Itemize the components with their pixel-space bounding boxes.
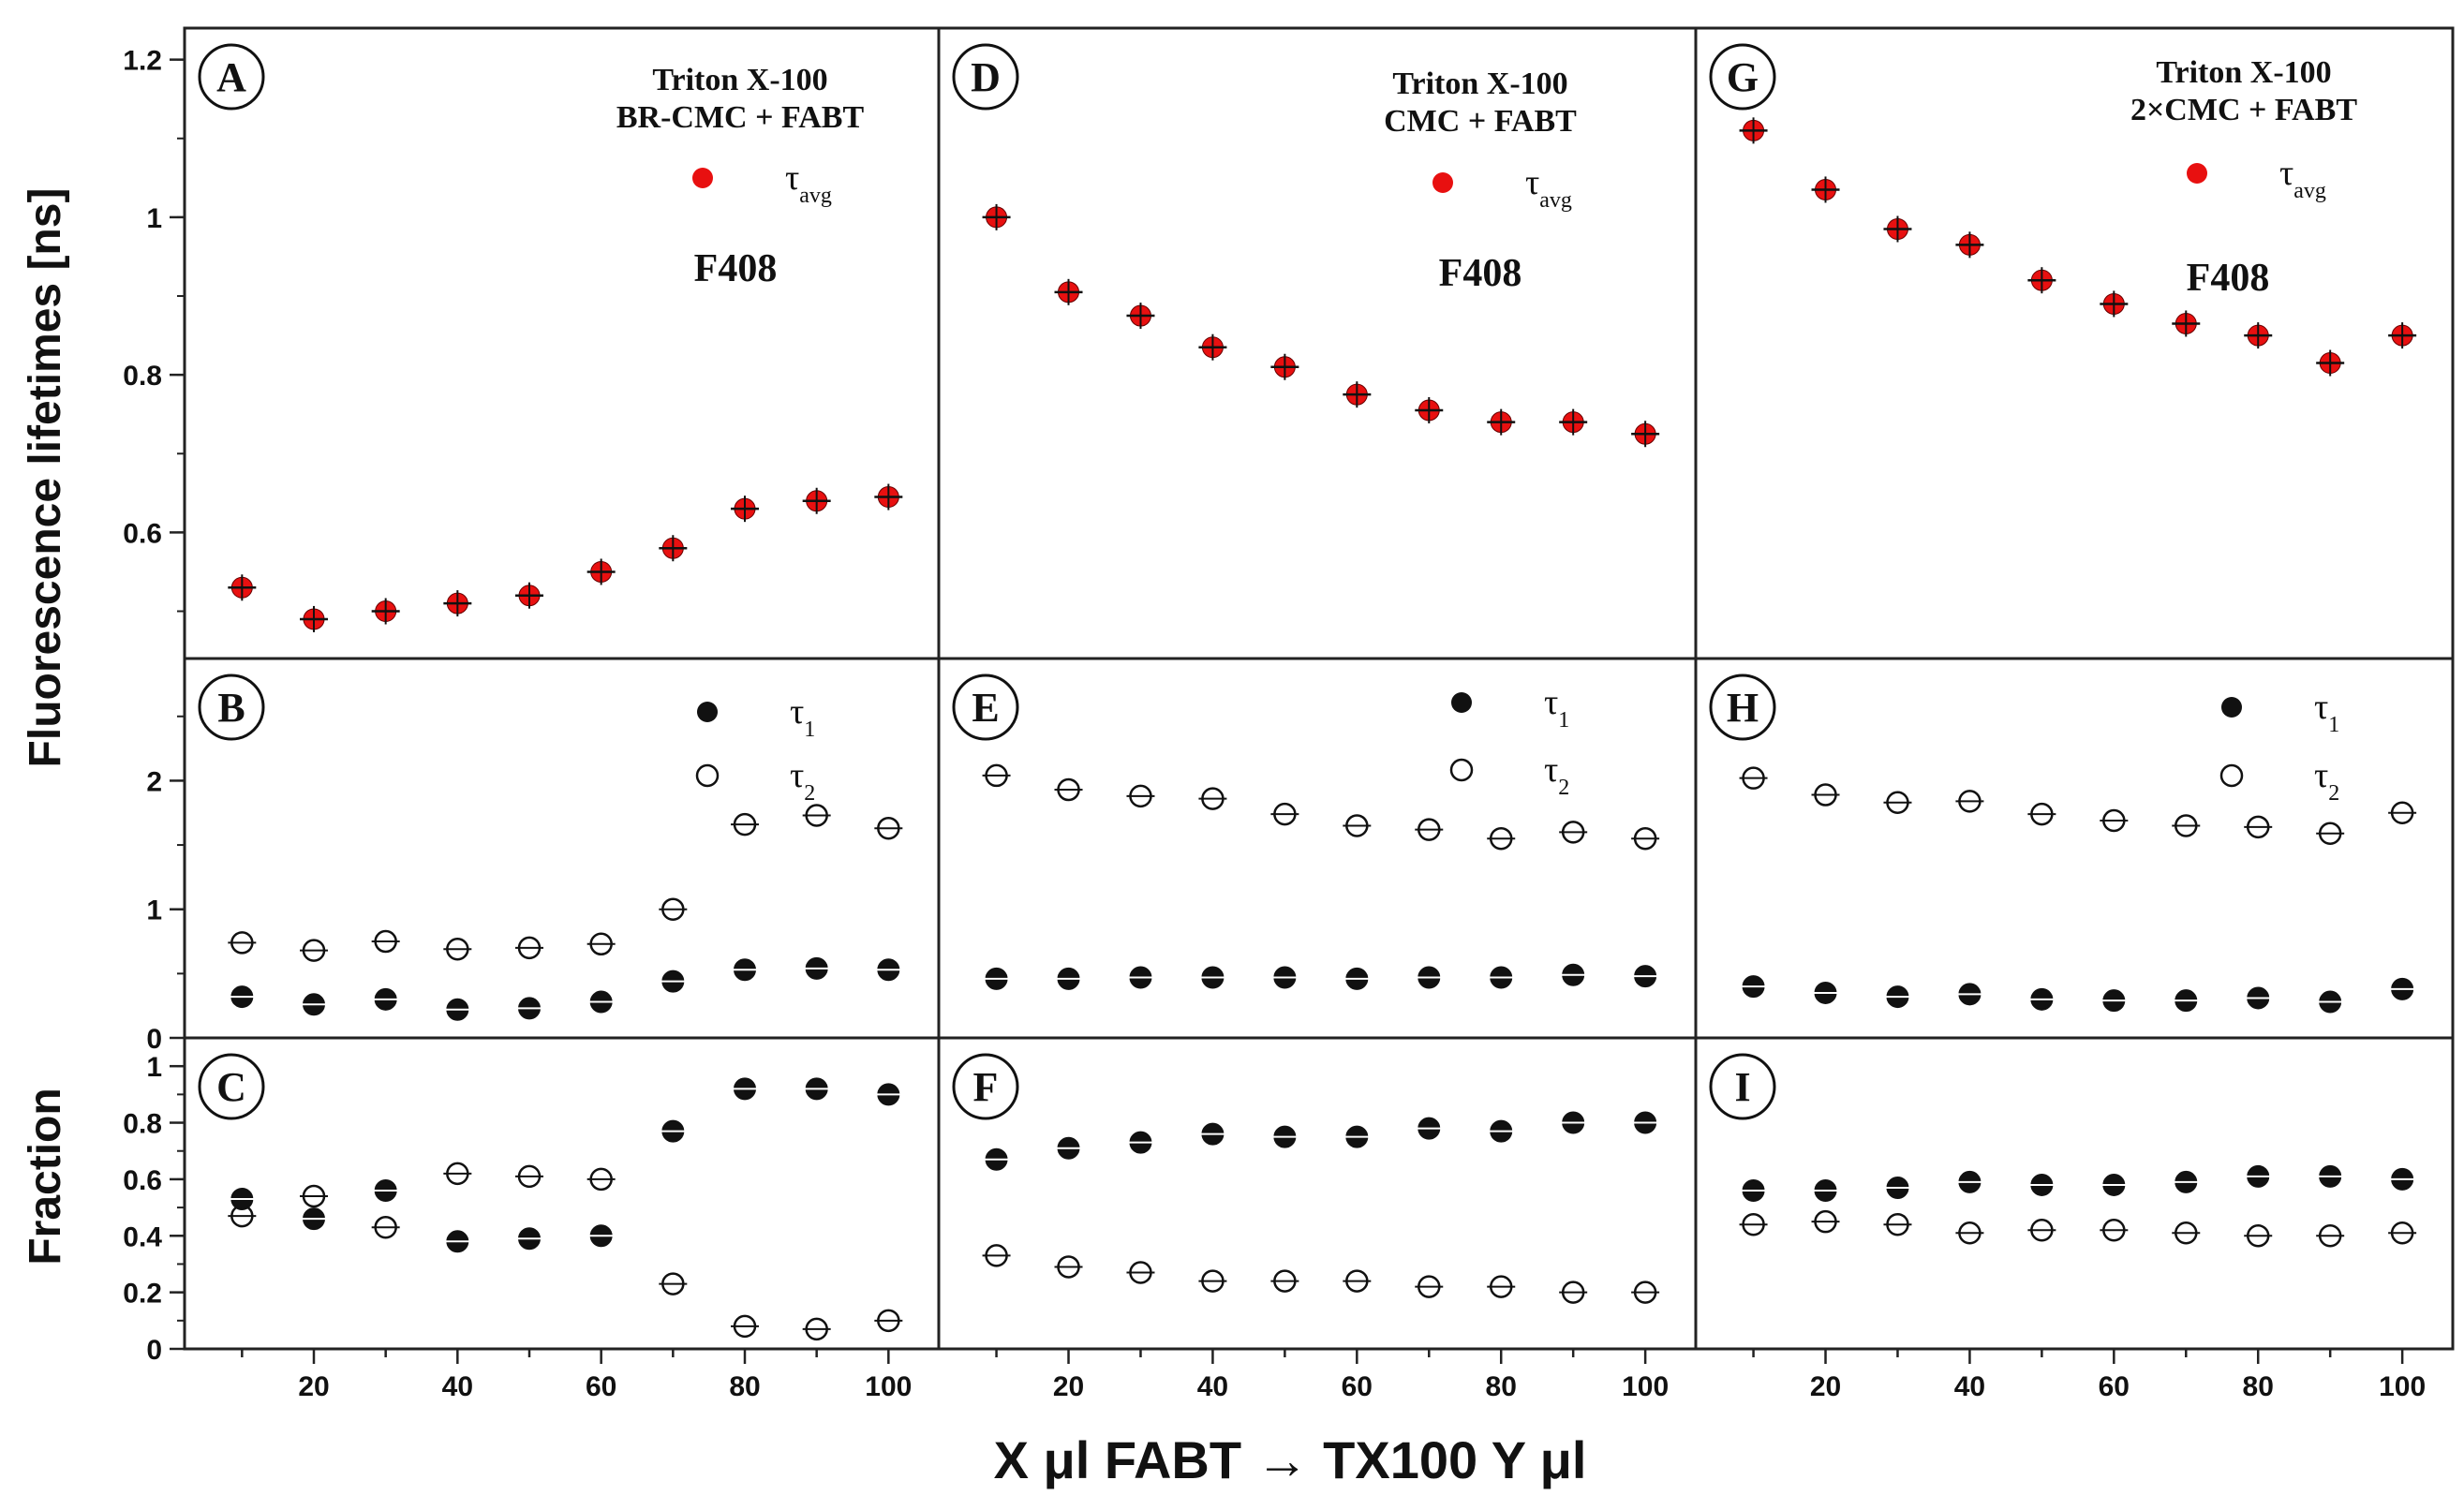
legend-tau-avg-sub: avg [799, 184, 832, 208]
x-tick-label: 20 [1053, 1371, 1084, 1402]
panel-frame [937, 26, 1698, 660]
x-tick-label: 40 [1954, 1371, 1985, 1402]
panel-letter-H: H [1727, 685, 1759, 731]
y-tick-label: 1 [146, 896, 162, 926]
legend-tau2-marker [1449, 758, 1474, 782]
legend-tau2-sub: 2 [2328, 781, 2339, 806]
f408-label: F408 [694, 247, 778, 290]
panel-letter-circle [952, 43, 1019, 111]
panel-letter-I: I [1734, 1064, 1750, 1110]
x-tick-label: 40 [1197, 1371, 1228, 1402]
legend-tau1-sub: 1 [1558, 708, 1569, 733]
legend-tau1-sub: 1 [2328, 713, 2339, 737]
condition-label: BR-CMC + FABT [616, 100, 865, 135]
condition-label: Triton X-100 [652, 63, 827, 97]
y-tick-label: 0.2 [123, 1279, 162, 1310]
legend-tau-avg-sub: avg [2293, 179, 2326, 203]
panel-letter-circle [1709, 43, 1776, 111]
panel-letter-circle [198, 43, 265, 111]
legend-tau-avg-label: τavg [2279, 154, 2326, 203]
legend-tau2-sub: 2 [804, 781, 815, 806]
y-axis-title-lifetimes: Fluorescence lifetimes [ns] [21, 188, 70, 768]
legend-tau1-marker [697, 702, 718, 722]
legend-tau-avg-marker [692, 168, 713, 188]
x-tick-label: 80 [1486, 1371, 1517, 1402]
legend-tau2-label: τ2 [2314, 756, 2339, 806]
x-tick-label: 60 [1342, 1371, 1373, 1402]
y-tick-label: 0.8 [123, 361, 162, 392]
legend-tau1-label: τ1 [1544, 683, 1569, 733]
condition-label: 2×CMC + FABT [2130, 93, 2357, 127]
panel-letter-F: F [973, 1064, 999, 1110]
x-tick-label: 40 [442, 1371, 473, 1402]
y-tick-label: 0.6 [123, 518, 162, 549]
panel-frame [183, 657, 941, 1040]
panel-letter-circle [198, 674, 265, 741]
y-tick-label: 1 [146, 203, 162, 234]
panel-frame [937, 1036, 1698, 1351]
x-tick-label: 80 [729, 1371, 760, 1402]
x-tick-label: 60 [586, 1371, 616, 1402]
y-tick-label: 0.4 [123, 1221, 162, 1252]
panel-letter-B: B [217, 685, 245, 731]
condition-label: Triton X-100 [2156, 55, 2331, 90]
y-tick-label: 0 [146, 1024, 162, 1055]
legend-tau2-marker [695, 763, 720, 788]
x-tick-label: 20 [1810, 1371, 1841, 1402]
x-axis-title: X μl FABT → TX100 Y μl [994, 1430, 1587, 1489]
y-tick-label: 1 [146, 1052, 162, 1083]
legend-tau1-marker [1451, 692, 1472, 713]
x-tick-label: 20 [298, 1371, 329, 1402]
legend-tau2-label: τ2 [1544, 750, 1569, 800]
condition-label: CMC + FABT [1384, 104, 1577, 139]
panel-letter-D: D [971, 54, 1001, 100]
x-tick-label: 80 [2243, 1371, 2274, 1402]
panel-letter-circle [1709, 1053, 1776, 1120]
panel-letter-circle [1709, 674, 1776, 741]
x-tick-label: 100 [2379, 1371, 2426, 1402]
y-tick-label: 0 [146, 1335, 162, 1366]
y-tick-label: 2 [146, 766, 162, 797]
panel-frame [1694, 1036, 2455, 1351]
legend-tau-avg-marker [1432, 172, 1453, 193]
legend-tau2-sub: 2 [1558, 776, 1569, 800]
panel-letter-C: C [216, 1064, 246, 1110]
f408-label: F408 [2187, 257, 2270, 300]
legend-tau1-label: τ1 [790, 692, 815, 742]
legend-tau2-label: τ2 [790, 756, 815, 806]
legend-tau-avg-label: τavg [1525, 163, 1572, 213]
legend-tau1-marker [2221, 697, 2242, 718]
legend-tau1-label: τ1 [2314, 688, 2339, 737]
legend-tau-avg-sub: avg [1539, 188, 1572, 213]
y-tick-label: 1.2 [123, 46, 162, 77]
panel-letter-E: E [972, 685, 999, 731]
f408-label: F408 [1439, 252, 1522, 295]
panel-letter-circle [952, 674, 1019, 741]
x-tick-label: 60 [2099, 1371, 2130, 1402]
panel-letter-circle [952, 1053, 1019, 1120]
legend-tau2-marker [2219, 763, 2244, 788]
x-tick-label: 100 [865, 1371, 912, 1402]
panel-letter-circle [198, 1053, 265, 1120]
y-tick-label: 0.8 [123, 1109, 162, 1140]
panel-letter-A: A [216, 54, 246, 100]
legend-tau1-sub: 1 [804, 718, 815, 742]
panel-letter-G: G [1727, 54, 1759, 100]
y-tick-label: 0.6 [123, 1165, 162, 1196]
legend-tau-avg-marker [2187, 163, 2207, 184]
x-tick-label: 100 [1622, 1371, 1669, 1402]
condition-label: Triton X-100 [1392, 67, 1567, 101]
y-axis-title-fraction: Fraction [21, 1088, 70, 1265]
legend-tau-avg-label: τavg [785, 158, 832, 208]
